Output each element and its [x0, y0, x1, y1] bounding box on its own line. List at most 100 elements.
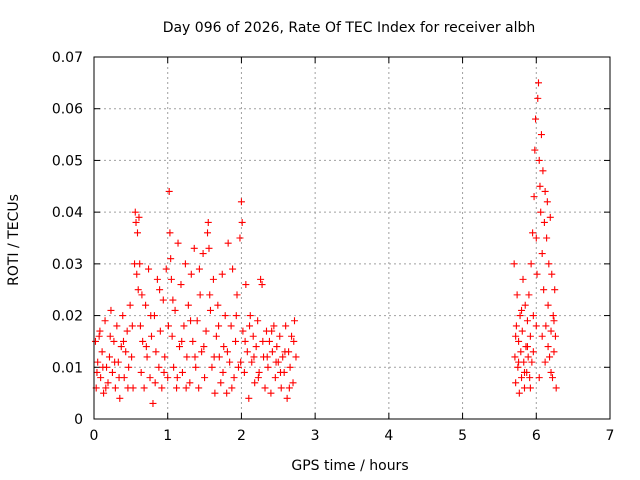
x-tick-labels: 0 1 2 3 4 5 6 7	[90, 428, 615, 444]
data-point	[512, 332, 520, 340]
data-point	[159, 296, 167, 304]
data-point	[264, 363, 272, 371]
data-point	[276, 368, 284, 376]
data-point	[246, 312, 254, 320]
data-point	[533, 270, 541, 278]
x-axis-label: GPS time / hours	[291, 458, 408, 474]
data-point	[268, 327, 276, 335]
data-point	[276, 332, 284, 340]
data-point	[541, 187, 549, 195]
y-axis-label: ROTI / TECUs	[6, 194, 22, 286]
data-point	[526, 384, 534, 392]
data-point	[552, 384, 560, 392]
x-tick-label: 2	[237, 428, 246, 444]
data-point	[215, 322, 223, 330]
data-point	[138, 291, 146, 299]
data-point	[206, 306, 214, 314]
data-point	[524, 353, 532, 361]
data-point	[540, 218, 548, 226]
data-point	[201, 374, 209, 382]
data-point	[236, 234, 244, 242]
data-point	[187, 317, 195, 325]
data-point	[510, 260, 518, 268]
data-point	[123, 327, 131, 335]
data-point	[549, 312, 557, 320]
data-point	[126, 301, 134, 309]
data-point	[285, 384, 293, 392]
data-point	[540, 286, 548, 294]
data-point	[202, 327, 210, 335]
data-point	[250, 353, 258, 361]
data-point	[111, 384, 119, 392]
data-point	[218, 270, 226, 278]
data-point	[230, 374, 238, 382]
y-tick-label: 0.05	[52, 153, 83, 169]
data-point	[548, 270, 556, 278]
data-point	[529, 229, 537, 237]
data-point	[515, 358, 523, 366]
data-point	[527, 260, 535, 268]
data-point	[169, 296, 177, 304]
data-point	[143, 353, 151, 361]
data-point	[530, 193, 538, 201]
data-point	[248, 358, 256, 366]
data-point	[189, 337, 197, 345]
data-point	[551, 332, 559, 340]
data-point	[193, 317, 201, 325]
data-point	[128, 353, 136, 361]
data-point	[104, 379, 112, 387]
data-point	[550, 348, 558, 356]
data-point	[255, 368, 263, 376]
data-point	[532, 234, 540, 242]
data-point	[544, 301, 552, 309]
x-tick-label: 5	[458, 428, 467, 444]
data-point	[526, 332, 534, 340]
data-point	[136, 322, 144, 330]
data-point	[97, 374, 105, 382]
data-point	[187, 270, 195, 278]
data-point	[98, 348, 106, 356]
data-point	[515, 389, 523, 397]
data-point	[95, 332, 103, 340]
data-point	[167, 255, 175, 263]
y-tick-label: 0.03	[52, 257, 83, 273]
data-point	[133, 270, 141, 278]
data-point	[178, 368, 186, 376]
data-point	[96, 327, 104, 335]
data-point	[534, 94, 542, 102]
data-point	[111, 358, 119, 366]
data-point	[232, 337, 240, 345]
data-point	[106, 332, 114, 340]
data-point	[91, 337, 99, 345]
data-point	[265, 337, 273, 345]
data-point	[176, 343, 184, 351]
data-point	[158, 384, 166, 392]
data-point	[514, 363, 522, 371]
data-point	[257, 275, 265, 283]
data-point	[211, 389, 219, 397]
data-point	[283, 394, 291, 402]
y-tick-label: 0.06	[52, 102, 83, 118]
data-point	[198, 348, 206, 356]
data-point	[180, 322, 188, 330]
data-point	[541, 358, 549, 366]
data-point	[110, 337, 118, 345]
data-point	[115, 374, 123, 382]
data-point	[238, 218, 246, 226]
data-point	[546, 213, 554, 221]
data-point	[200, 343, 208, 351]
data-point	[117, 343, 125, 351]
data-point	[529, 312, 537, 320]
data-point	[272, 358, 280, 366]
data-point	[243, 348, 251, 356]
data-point	[513, 291, 521, 299]
data-point	[545, 260, 553, 268]
y-tick-label: 0.01	[52, 360, 83, 376]
data-point	[217, 379, 225, 387]
data-point	[277, 384, 285, 392]
data-point	[242, 281, 250, 289]
data-point	[542, 322, 550, 330]
data-point	[192, 363, 200, 371]
data-point	[166, 229, 174, 237]
